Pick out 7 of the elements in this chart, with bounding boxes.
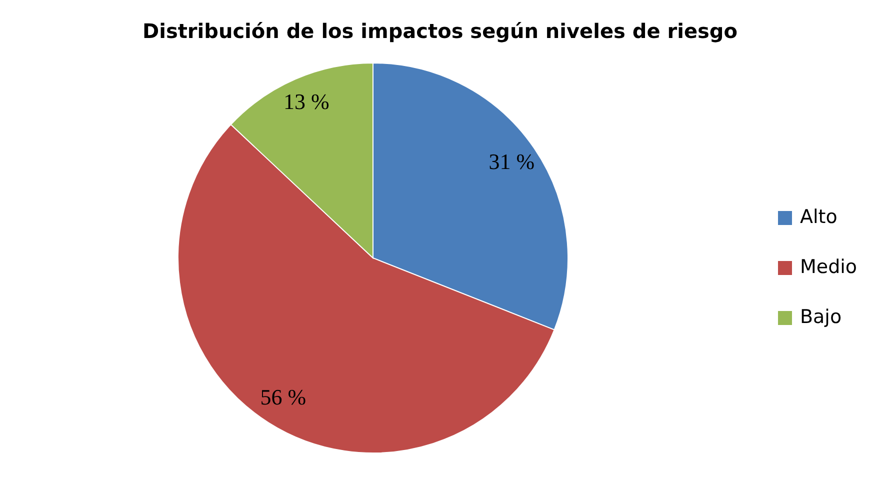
- chart-title: Distribución de los impactos según niveles de riesgo: [142, 19, 738, 43]
- data-label: 31 %: [488, 148, 535, 174]
- data-label: 13 %: [283, 89, 330, 114]
- legend-label: Alto: [800, 206, 838, 228]
- legend-label: Bajo: [800, 306, 842, 328]
- data-label: 56 %: [260, 384, 306, 410]
- legend-label: Medio: [800, 256, 858, 278]
